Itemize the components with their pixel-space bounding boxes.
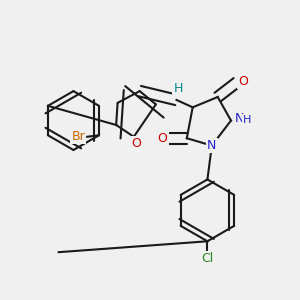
Text: O: O — [158, 132, 168, 145]
Text: Cl: Cl — [201, 252, 214, 266]
Text: O: O — [238, 75, 248, 88]
Text: Br: Br — [71, 130, 85, 143]
Text: H: H — [173, 82, 183, 95]
Text: N: N — [207, 139, 217, 152]
Text: H: H — [243, 115, 251, 125]
Text: N: N — [235, 112, 244, 125]
Text: O: O — [131, 137, 141, 150]
